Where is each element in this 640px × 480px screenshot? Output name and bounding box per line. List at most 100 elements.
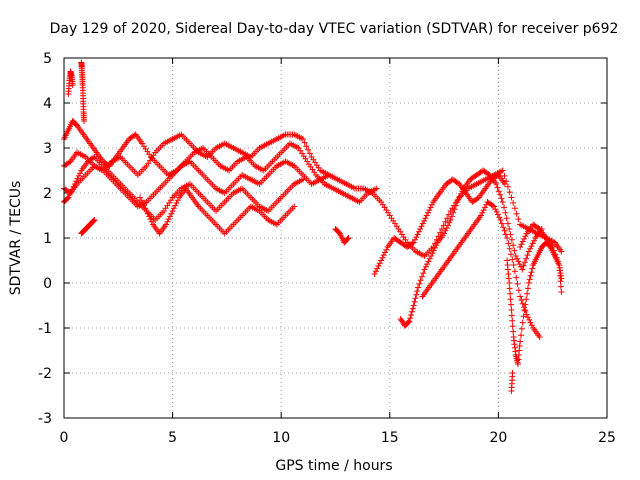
data-point	[450, 250, 457, 257]
data-point	[111, 155, 118, 162]
data-point	[517, 244, 524, 250]
data-point	[376, 260, 383, 267]
data-point	[528, 243, 535, 250]
data-point	[495, 188, 502, 195]
data-point	[413, 291, 420, 298]
data-point	[535, 225, 542, 232]
data-point	[228, 182, 235, 189]
data-point	[246, 175, 253, 182]
data-point	[272, 164, 279, 171]
data-point	[64, 128, 71, 135]
data-point	[508, 307, 515, 313]
data-point	[146, 151, 153, 158]
data-point	[521, 307, 528, 313]
y-axis-label: SDTVAR / TECUs	[8, 181, 24, 296]
data-point	[493, 208, 500, 215]
data-point	[159, 209, 166, 216]
data-point	[276, 151, 283, 158]
data-point	[301, 139, 308, 146]
data-point	[67, 189, 74, 196]
y-tick-label: 1	[43, 231, 52, 247]
data-point	[524, 285, 531, 292]
data-point	[414, 288, 421, 295]
data-point	[85, 138, 92, 145]
series-arc-d	[61, 154, 306, 223]
data-point	[89, 164, 96, 171]
y-tick-label: 0	[43, 276, 52, 292]
data-point	[202, 197, 209, 204]
data-point	[298, 135, 305, 142]
data-point	[481, 204, 488, 211]
data-point	[525, 280, 532, 286]
data-point	[504, 220, 511, 227]
data-point	[442, 218, 449, 225]
data-point	[289, 182, 296, 189]
data-point	[503, 215, 510, 222]
data-point	[516, 261, 523, 268]
data-point	[228, 223, 235, 230]
data-point	[237, 186, 244, 193]
series-arc-f	[137, 185, 298, 237]
data-point	[92, 147, 99, 154]
data-point	[405, 319, 412, 326]
grid	[64, 58, 607, 418]
data-point	[408, 241, 415, 248]
data-point	[306, 150, 313, 157]
data-point	[80, 92, 87, 99]
data-point	[528, 322, 535, 329]
data-point	[505, 275, 512, 282]
data-point	[447, 178, 454, 185]
data-point	[419, 252, 426, 259]
data-point	[137, 194, 144, 201]
data-point	[558, 289, 565, 295]
data-point	[419, 220, 426, 227]
data-point	[90, 154, 97, 161]
data-point	[480, 177, 487, 184]
data-point	[193, 165, 200, 172]
data-point	[142, 205, 149, 212]
chart-title: Day 129 of 2020, Sidereal Day-to-day VTE…	[50, 21, 619, 37]
data-point	[557, 272, 564, 279]
x-tick-label: 20	[489, 430, 507, 446]
data-point	[165, 216, 172, 223]
data-point	[519, 238, 526, 245]
data-point	[412, 295, 419, 302]
data-point	[311, 169, 318, 176]
data-point	[446, 219, 453, 226]
data-point	[98, 161, 105, 168]
data-point	[418, 223, 425, 230]
data-point	[147, 216, 154, 223]
data-point	[173, 199, 180, 206]
data-point	[423, 212, 430, 219]
data-point	[272, 220, 279, 227]
data-point	[382, 249, 389, 256]
data-point	[105, 162, 112, 169]
data-point	[523, 255, 530, 262]
data-point	[417, 277, 424, 284]
data-point	[507, 290, 514, 297]
data-point	[176, 164, 183, 171]
data-point	[485, 171, 492, 178]
data-point	[254, 146, 261, 153]
series-arc-h	[371, 172, 508, 277]
data-point	[167, 173, 174, 180]
data-point	[512, 348, 519, 355]
data-point	[451, 206, 458, 213]
data-point	[305, 146, 312, 153]
data-point	[506, 245, 513, 252]
data-point	[416, 280, 423, 287]
data-point	[418, 273, 425, 280]
data-point	[431, 277, 438, 284]
y-tick-label: -3	[38, 411, 52, 427]
data-point	[517, 293, 524, 300]
data-point	[553, 254, 560, 261]
data-point	[494, 184, 501, 191]
data-point	[411, 298, 418, 305]
data-point	[516, 343, 523, 349]
data-point	[548, 242, 555, 249]
data-point	[526, 316, 533, 323]
data-point	[523, 296, 530, 303]
data-point	[202, 210, 209, 217]
data-point	[427, 204, 434, 211]
data-points	[61, 59, 565, 394]
